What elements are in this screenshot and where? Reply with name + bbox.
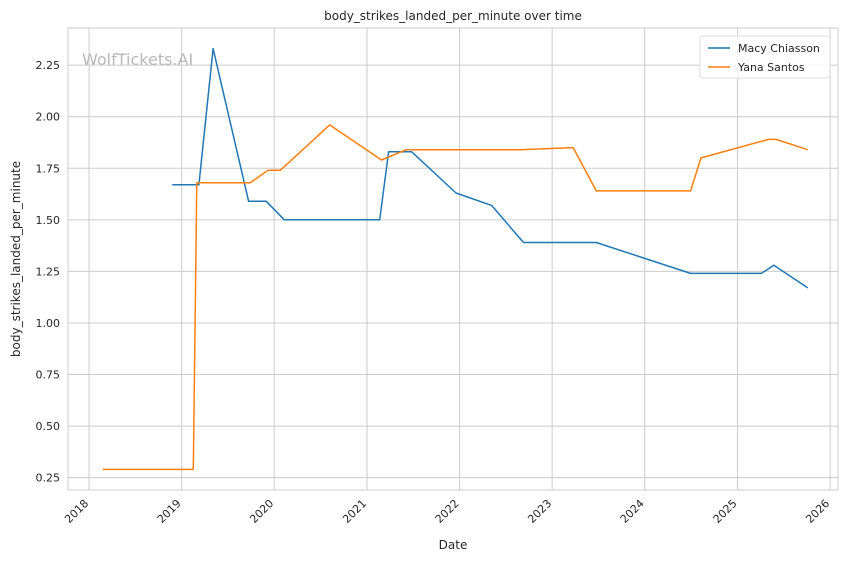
series-layer <box>102 47 809 471</box>
y-tick-label: 0.75 <box>36 369 61 382</box>
y-tick-label: 2.00 <box>36 111 61 124</box>
y-axis-label: body_strikes_landed_per_minute <box>9 161 23 357</box>
grid <box>68 28 838 490</box>
legend: Macy Chiasson Yana Santos <box>699 35 831 79</box>
chart-title: body_strikes_landed_per_minute over time <box>324 9 582 23</box>
series-line-macy-chiasson <box>172 47 809 289</box>
y-tick-label: 2.25 <box>36 59 61 72</box>
y-tick-label: 1.00 <box>36 317 61 330</box>
y-tick-label: 1.25 <box>36 265 61 278</box>
y-tick-label: 1.75 <box>36 162 61 175</box>
plot-area <box>67 27 839 491</box>
y-tick-labels: 0.25 0.50 0.75 1.00 1.25 1.50 1.75 2.00 2.25 <box>36 59 61 485</box>
watermark: WolfTickets.AI <box>82 50 193 69</box>
y-tick-label: 0.25 <box>36 472 61 485</box>
series-line-yana-santos <box>102 124 809 471</box>
y-tick-label: 1.50 <box>36 214 61 227</box>
legend-box <box>699 35 831 79</box>
legend-label: Yana Santos <box>737 61 805 74</box>
legend-label: Macy Chiasson <box>738 42 820 55</box>
x-axis-label: Date <box>439 538 468 552</box>
y-tick-label: 0.50 <box>36 420 61 433</box>
